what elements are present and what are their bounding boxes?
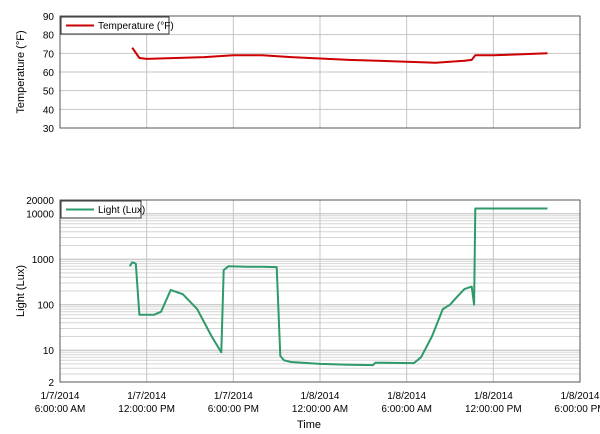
x-tick-date-label: 1/8/2014 (561, 391, 600, 402)
y-tick-label: 10000 (26, 210, 54, 221)
y-tick-label: 50 (43, 87, 55, 98)
y-tick-label: 90 (43, 12, 55, 23)
y-tick-label: 1000 (32, 255, 55, 266)
series-line (131, 47, 548, 64)
y-tick-label: 100 (37, 301, 54, 312)
y-axis-title: Temperature (°F) (15, 30, 27, 113)
x-tick-time-label: 6:00:00 PM (208, 404, 259, 415)
x-tick-date-label: 1/7/2014 (127, 391, 166, 402)
x-tick-date-label: 1/7/2014 (41, 391, 80, 402)
y-tick-label: 60 (43, 68, 55, 79)
x-tick-date-label: 1/8/2014 (474, 391, 513, 402)
x-tick-date-label: 1/8/2014 (387, 391, 426, 402)
series-line (128, 207, 548, 367)
plot-border (59, 199, 581, 383)
y-axis-title: Light (Lux) (15, 265, 27, 317)
x-tick-time-label: 6:00:00 AM (381, 404, 432, 415)
plot-border (59, 15, 581, 129)
x-tick-time-label: 12:00:00 PM (465, 404, 522, 415)
x-tick-time-label: 6:00:00 PM (554, 404, 600, 415)
x-axis-title: Time (297, 419, 321, 431)
legend-box (60, 16, 170, 35)
y-tick-label: 80 (43, 31, 55, 42)
y-tick-label: 70 (43, 49, 55, 60)
x-tick-time-label: 12:00:00 PM (118, 404, 175, 415)
y-tick-label: 30 (43, 124, 55, 135)
legend-box (60, 200, 142, 219)
temperature-chart-panel: 90 80 70 60 50 40 30 Temperature (°F) Temperatur… (15, 12, 581, 135)
x-tick-time-label: 6:00:00 AM (35, 404, 86, 415)
y-tick-label: 2 (48, 378, 54, 389)
legend: Temperature (°F) (60, 16, 174, 35)
legend-label: Temperature (°F) (98, 21, 174, 32)
light-chart-panel: 20000 10000 1000 100 10 2 Light (Lux) Light (Lu… (15, 196, 600, 415)
x-tick-date-label: 1/8/2014 (301, 391, 340, 402)
x-tick-time-label: 12:00:00 AM (292, 404, 348, 415)
y-tick-label: 10 (43, 346, 55, 357)
x-tick-date-label: 1/7/2014 (214, 391, 253, 402)
legend: Light (Lux) (60, 200, 145, 219)
legend-label: Light (Lux) (98, 205, 145, 216)
y-tick-label: 40 (43, 105, 55, 116)
y-tick-label: 20000 (26, 196, 54, 207)
